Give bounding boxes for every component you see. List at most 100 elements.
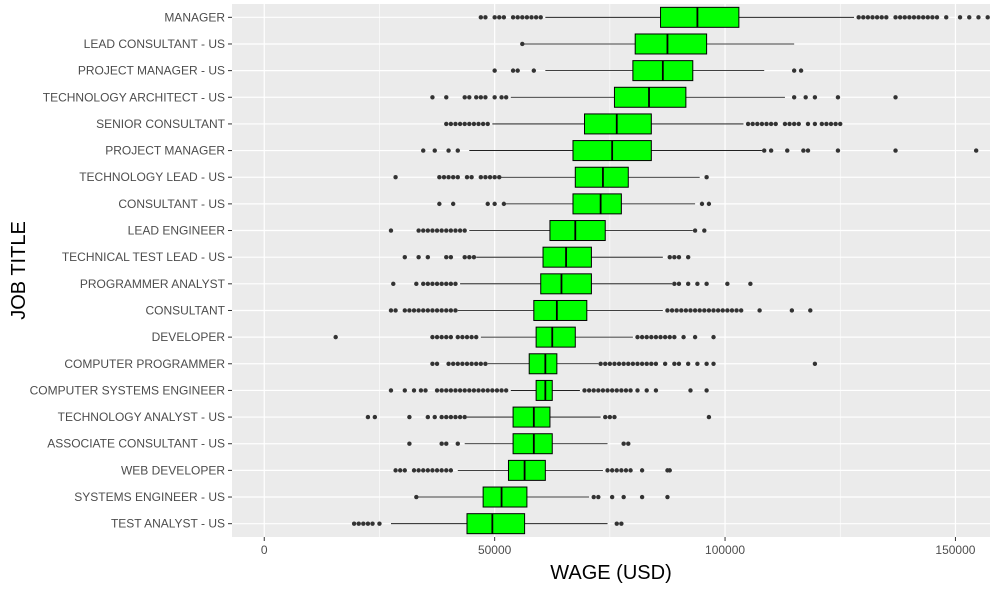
- box-group: [414, 486, 670, 508]
- outlier-point: [425, 308, 431, 313]
- outlier-point: [586, 388, 592, 393]
- box: [535, 379, 553, 401]
- outlier-point: [501, 201, 507, 207]
- outlier-point: [538, 15, 543, 20]
- outlier-point: [439, 441, 444, 446]
- box: [466, 513, 526, 535]
- outlier-point: [471, 121, 477, 127]
- box-group: [421, 140, 979, 162]
- box-group: [430, 353, 818, 375]
- outlier-point: [402, 254, 407, 260]
- outlier-point: [455, 441, 460, 446]
- outlier-point: [453, 121, 458, 127]
- outlier-point: [434, 308, 440, 313]
- outlier-point: [874, 15, 880, 20]
- outlier-point: [635, 388, 640, 393]
- outlier-point: [667, 468, 672, 473]
- outlier-point: [503, 388, 509, 393]
- outlier-point: [598, 361, 603, 366]
- outlier-point: [483, 15, 488, 20]
- outlier-point: [798, 68, 804, 73]
- box: [512, 406, 551, 428]
- outlier-point: [434, 388, 440, 393]
- outlier-point: [425, 254, 431, 260]
- box-group: [492, 60, 804, 82]
- box: [535, 326, 576, 348]
- outlier-point: [430, 228, 435, 233]
- outlier-point: [738, 308, 744, 313]
- outlier-point: [483, 361, 488, 366]
- outlier-point: [930, 15, 935, 20]
- y-tick-label: PROJECT MANAGER: [105, 144, 225, 158]
- outlier-point: [448, 334, 454, 340]
- box-group: [388, 299, 813, 321]
- outlier-point: [759, 121, 765, 127]
- outlier-point: [453, 414, 458, 420]
- outlier-point: [430, 361, 435, 366]
- outlier-point: [695, 361, 700, 366]
- outlier-point: [803, 95, 808, 100]
- outlier-point: [865, 15, 871, 20]
- outlier-point: [623, 468, 629, 473]
- x-tick-label: 50000: [478, 543, 512, 557]
- outlier-point: [388, 228, 394, 233]
- outlier-point: [639, 468, 645, 473]
- outlier-point: [462, 121, 467, 127]
- outlier-point: [416, 308, 421, 313]
- outlier-point: [685, 254, 691, 260]
- outlier-point: [681, 334, 686, 340]
- minor-gridlines: [379, 4, 841, 537]
- box: [542, 246, 592, 268]
- outlier-point: [474, 334, 479, 340]
- outlier-point: [596, 494, 601, 500]
- outlier-point: [421, 228, 426, 233]
- box: [540, 273, 592, 295]
- outlier-point: [824, 121, 829, 127]
- outlier-point: [630, 361, 636, 366]
- outlier-point: [478, 95, 484, 100]
- outlier-point: [667, 334, 672, 340]
- outlier-point: [439, 388, 444, 393]
- outlier-point: [685, 281, 691, 287]
- outlier-point: [430, 468, 435, 473]
- box-group: [393, 166, 709, 188]
- box: [584, 113, 652, 135]
- outlier-point: [407, 441, 412, 446]
- outlier-point: [453, 388, 458, 393]
- outlier-point: [430, 334, 435, 340]
- box: [549, 220, 606, 242]
- outlier-point: [619, 388, 624, 393]
- y-tick-label: TECHNOLOGY LEAD - US: [79, 170, 225, 184]
- box: [512, 433, 553, 455]
- outlier-point: [711, 308, 716, 313]
- outlier-point: [388, 308, 394, 313]
- outlier-point: [674, 308, 679, 313]
- outlier-point: [685, 361, 691, 366]
- outlier-point: [706, 201, 712, 207]
- outlier-point: [515, 68, 520, 73]
- outlier-point: [635, 334, 640, 340]
- outlier-point: [372, 414, 378, 420]
- outlier-point: [614, 388, 619, 393]
- outlier-point: [455, 334, 460, 340]
- outlier-point: [628, 388, 633, 393]
- outlier-point: [704, 388, 709, 393]
- outlier-point: [665, 494, 670, 500]
- outlier-point: [501, 15, 507, 20]
- outlier-point: [791, 121, 797, 127]
- panel-background: [232, 4, 990, 537]
- outlier-point: [812, 121, 818, 127]
- y-tick-label: CONSULTANT: [145, 303, 225, 317]
- outlier-point: [796, 121, 801, 127]
- outlier-point: [499, 388, 504, 393]
- box: [507, 459, 546, 481]
- outlier-point: [416, 228, 421, 233]
- outlier-point: [497, 175, 502, 180]
- outlier-point: [603, 414, 608, 420]
- y-tick-label: PROJECT MANAGER - US: [78, 64, 225, 78]
- outlier-point: [692, 308, 698, 313]
- outlier-point: [907, 15, 912, 20]
- outlier-point: [653, 361, 659, 366]
- y-tick-label: DEVELOPER: [152, 330, 226, 344]
- outlier-point: [448, 468, 454, 473]
